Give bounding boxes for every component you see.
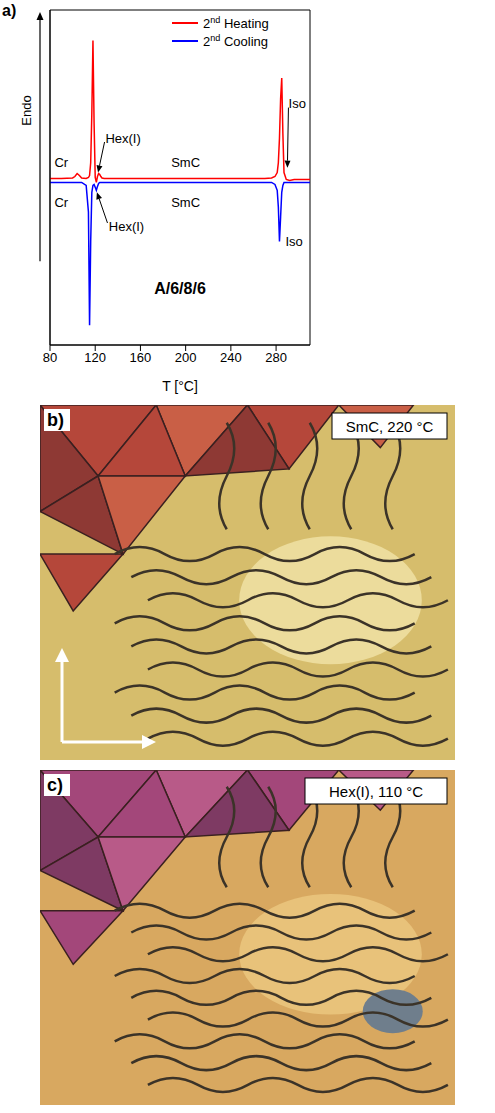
svg-text:160: 160 [130,350,152,365]
svg-text:Hex(I), 110 °C: Hex(I), 110 °C [329,783,423,800]
html-text:2ndCooling: 2ndCooling [203,32,269,50]
svg-text:Cr: Cr [54,195,68,210]
svg-text:280: 280 [265,350,287,365]
svg-text:SmC: SmC [171,155,200,170]
svg-text:80: 80 [43,350,57,365]
svg-text:200: 200 [175,350,197,365]
svg-text:T [°C]: T [°C] [162,378,198,394]
svg-text:c): c) [47,775,63,795]
svg-text:Hex(I): Hex(I) [109,219,144,234]
html-text:2ndHeating: 2ndHeating [203,14,269,32]
html-text:a): a) [2,2,17,19]
svg-text:Endo: Endo [19,95,34,125]
svg-text:Hex(I): Hex(I) [105,131,140,146]
svg-text:Cr: Cr [54,155,68,170]
svg-text:A/6/8/6: A/6/8/6 [154,280,206,297]
svg-text:SmC: SmC [171,195,200,210]
svg-text:Iso: Iso [286,234,303,249]
svg-text:SmC, 220 °C: SmC, 220 °C [346,418,434,435]
svg-text:b): b) [47,410,64,430]
svg-text:120: 120 [84,350,106,365]
svg-text:240: 240 [220,350,242,365]
svg-text:Iso: Iso [289,96,306,111]
